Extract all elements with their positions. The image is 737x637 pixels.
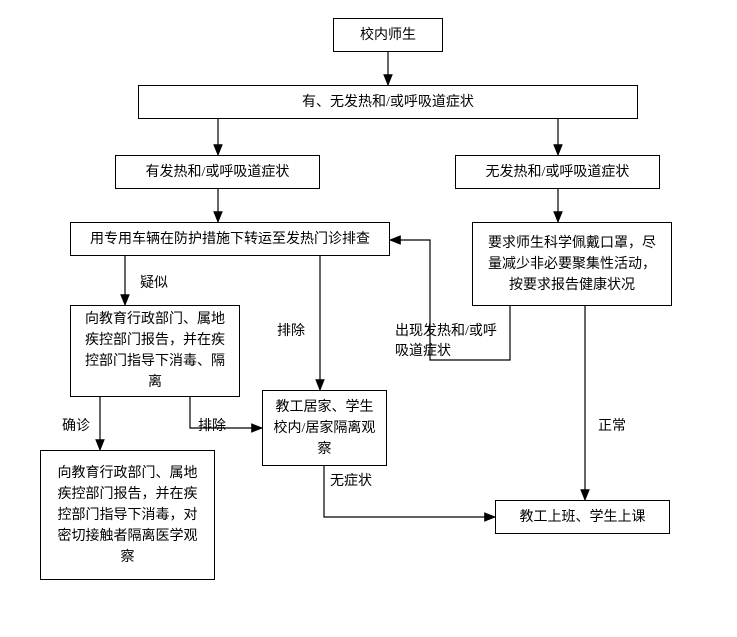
node-label: 用专用车辆在防护措施下转运至发热门诊排查 — [90, 229, 370, 250]
edge-label-suspected: 疑似 — [140, 272, 168, 292]
node-transfer: 用专用车辆在防护措施下转运至发热门诊排查 — [70, 222, 390, 256]
node-suspected-report: 向教育行政部门、属地疾控部门报告，并在疾控部门指导下消毒、隔离 — [70, 305, 240, 397]
edge-label-confirmed: 确诊 — [62, 415, 90, 435]
node-confirmed-report: 向教育行政部门、属地疾控部门报告，并在疾控部门指导下消毒，对密切接触者隔离医学观… — [40, 450, 215, 580]
edge-label-symptoms-appear: 出现发热和/或呼吸道症状 — [395, 322, 510, 361]
node-has-symptoms: 有发热和/或呼吸道症状 — [115, 155, 320, 189]
node-start: 校内师生 — [333, 18, 443, 52]
node-label: 向教育行政部门、属地疾控部门报告，并在疾控部门指导下消毒、隔离 — [81, 309, 229, 393]
node-normal-work: 教工上班、学生上课 — [495, 500, 670, 534]
edge-label-exclude-bottom: 排除 — [198, 415, 226, 435]
node-quarantine: 教工居家、学生校内/居家隔离观察 — [262, 390, 387, 466]
node-label: 教工居家、学生校内/居家隔离观察 — [273, 397, 376, 460]
node-label: 校内师生 — [360, 25, 416, 46]
node-label: 要求师生科学佩戴口罩，尽量减少非必要聚集性活动，按要求报告健康状况 — [483, 233, 661, 296]
edge-label-no-symptom: 无症状 — [330, 470, 372, 490]
node-label: 教工上班、学生上课 — [520, 507, 646, 528]
node-no-symptoms: 无发热和/或呼吸道症状 — [455, 155, 660, 189]
edge-label-normal: 正常 — [598, 415, 626, 435]
node-label: 无发热和/或呼吸道症状 — [486, 162, 630, 183]
node-mask-guidance: 要求师生科学佩戴口罩，尽量减少非必要聚集性活动，按要求报告健康状况 — [472, 222, 672, 306]
edge-label-exclude-top: 排除 — [277, 320, 305, 340]
node-label: 向教育行政部门、属地疾控部门报告，并在疾控部门指导下消毒，对密切接触者隔离医学观… — [51, 463, 204, 568]
node-label: 有、无发热和/或呼吸道症状 — [302, 92, 474, 113]
node-label: 有发热和/或呼吸道症状 — [146, 162, 290, 183]
node-check-symptoms: 有、无发热和/或呼吸道症状 — [138, 85, 638, 119]
